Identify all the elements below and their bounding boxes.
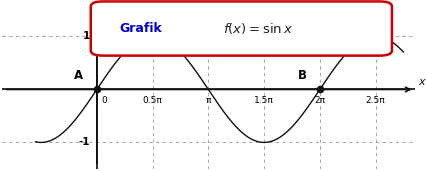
Text: x: x [418, 77, 425, 87]
Text: $f(x) = \sin x$: $f(x) = \sin x$ [223, 21, 293, 36]
Text: -1: -1 [79, 137, 90, 147]
Text: y: y [101, 8, 108, 18]
Text: π: π [206, 96, 211, 105]
Text: 2π: 2π [314, 96, 325, 105]
Text: B: B [297, 69, 306, 82]
Text: 2.5π: 2.5π [366, 96, 386, 105]
Text: 0: 0 [101, 96, 107, 105]
Text: 0.5π: 0.5π [143, 96, 163, 105]
Text: A: A [75, 69, 83, 82]
Text: 1.5π: 1.5π [254, 96, 274, 105]
Text: Grafik: Grafik [120, 22, 162, 35]
FancyBboxPatch shape [91, 1, 392, 56]
Text: 1: 1 [83, 31, 90, 42]
